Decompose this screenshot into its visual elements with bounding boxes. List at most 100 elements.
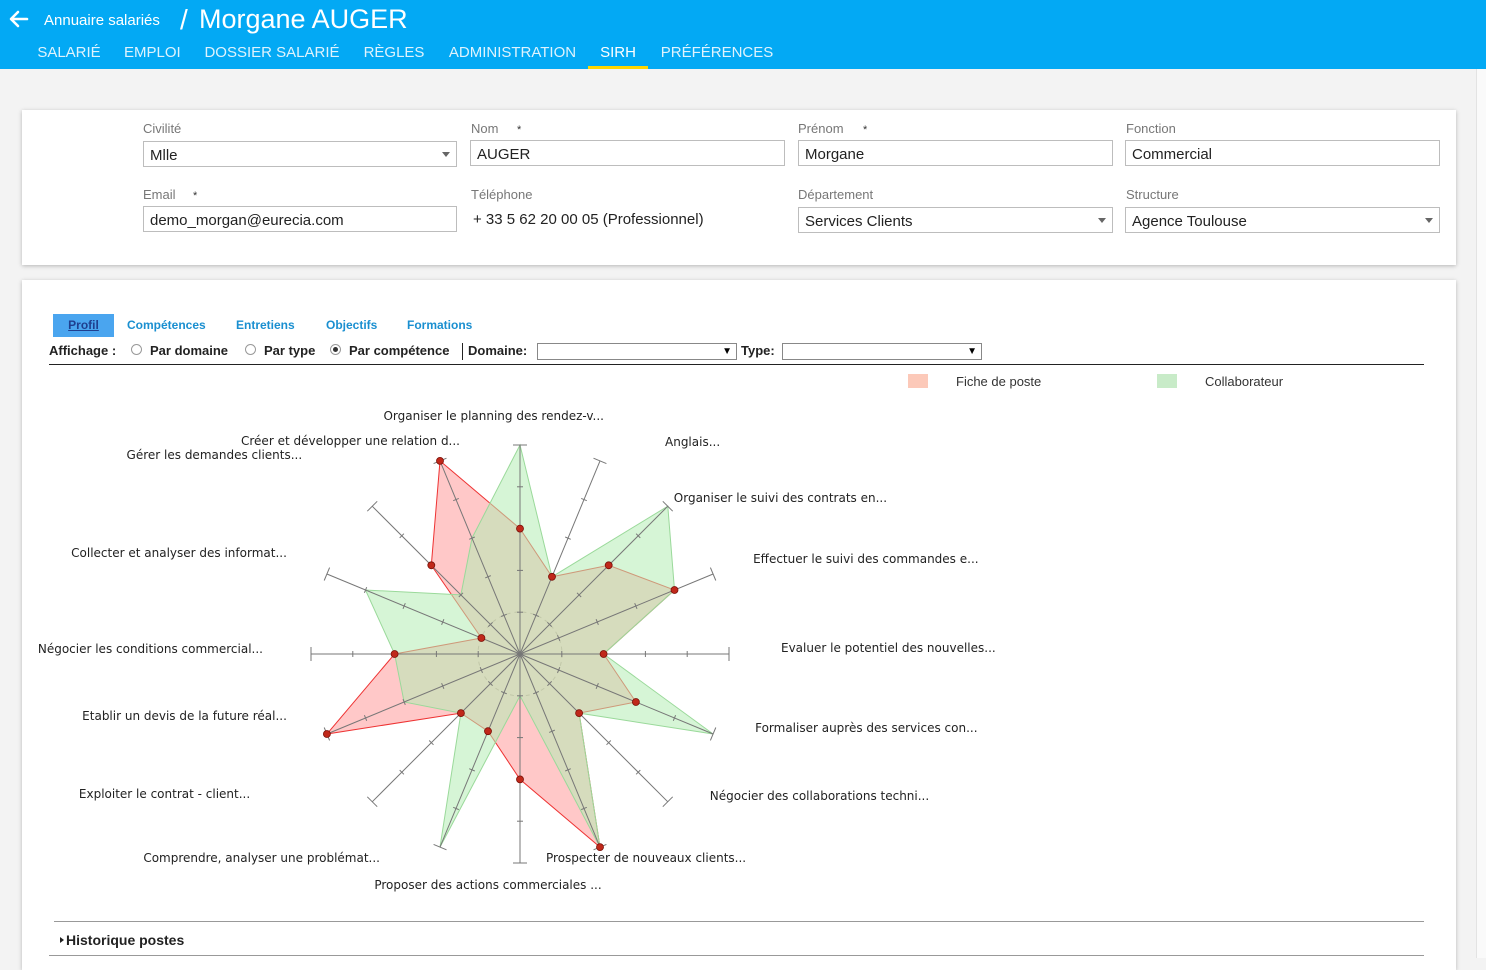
radio-par-domaine[interactable]	[131, 344, 142, 355]
radar-point	[548, 572, 556, 581]
par-competence-label: Par compétence	[349, 343, 450, 358]
history-bottom-line	[49, 955, 1424, 956]
radar-axis-tick	[363, 715, 368, 721]
prenom-value: Morgane	[805, 146, 865, 163]
radio-par-type[interactable]	[245, 344, 256, 355]
legend-swatch-fiche	[908, 374, 928, 388]
expand-caret-icon[interactable]	[60, 937, 64, 943]
email-value: demo_morgan@eurecia.com	[150, 212, 344, 229]
dropdown-arrow-icon: ▼	[722, 346, 732, 357]
radar-axis-tick	[323, 567, 331, 581]
radar-axis-label: Négocier les conditions commercial...	[38, 642, 263, 656]
app-header: Annuaire salariés / Morgane AUGER SALARI…	[0, 0, 1486, 69]
radar-axis-tick	[672, 715, 677, 721]
scrollbar-track[interactable]	[1476, 69, 1486, 958]
back-arrow-icon[interactable]	[8, 6, 30, 32]
subtab-competences[interactable]: Compétences	[127, 318, 206, 332]
radar-axis-tick	[606, 740, 612, 746]
radar-axis-tick	[709, 727, 717, 741]
subtab-objectifs[interactable]: Objectifs	[326, 318, 378, 332]
nom-field[interactable]: AUGER	[470, 140, 785, 166]
radar-axis-line	[326, 573, 521, 655]
radar-axis-tick	[487, 681, 493, 687]
nom-label: Nom	[471, 121, 499, 136]
radar-axis-label: Organiser le suivi des contrats en...	[674, 491, 887, 505]
fonction-label: Fonction	[1126, 121, 1176, 136]
radar-axis-tick	[557, 635, 561, 641]
chevron-down-icon	[442, 152, 450, 157]
tab-emploi[interactable]: EMPLOI	[124, 44, 181, 61]
tab-administration[interactable]: ADMINISTRATION	[448, 44, 577, 61]
radar-axis-tick	[469, 536, 475, 540]
historique-postes-toggle[interactable]: Historique postes	[66, 932, 185, 948]
radar-axis-tick	[634, 603, 638, 609]
subtab-formations[interactable]: Formations	[407, 318, 473, 332]
legend-collaborateur-label: Collaborateur	[1205, 374, 1284, 389]
radar-point	[670, 586, 679, 594]
radar-axis-line	[519, 505, 669, 655]
radar-axis-tick	[533, 691, 539, 695]
radar-axis-tick	[635, 533, 641, 539]
tab-sirh[interactable]: SIRH	[588, 44, 648, 69]
radar-axis-line	[519, 460, 601, 655]
telephone-label: Téléphone	[471, 187, 533, 202]
filter-underline	[49, 364, 1424, 365]
radar-axis-tick	[441, 683, 445, 689]
radar-point	[427, 561, 436, 570]
radar-axis-line	[519, 653, 714, 735]
tab-dossier-salarie[interactable]: DOSSIER SALARIÉ	[204, 44, 340, 61]
fonction-value: Commercial	[1132, 146, 1213, 163]
email-required-mark: *	[193, 190, 198, 202]
radar-axis-tick	[399, 533, 405, 539]
radar-point	[436, 456, 444, 465]
type-label: Type:	[741, 343, 775, 358]
breadcrumb-separator: /	[180, 4, 188, 35]
subtab-entretiens[interactable]: Entretiens	[236, 318, 295, 332]
breadcrumb-annuaire[interactable]: Annuaire salariés	[44, 12, 160, 29]
structure-label: Structure	[1126, 187, 1179, 202]
civilite-select[interactable]: Mlle	[143, 141, 457, 167]
email-field[interactable]: demo_morgan@eurecia.com	[143, 206, 457, 232]
tab-salarie[interactable]: SALARIÉ	[37, 44, 101, 61]
radar-point	[575, 709, 583, 717]
radar-point	[322, 730, 331, 738]
history-divider	[54, 921, 1424, 922]
radar-axis-label: Etablir un devis de la future réal...	[82, 709, 287, 723]
radar-axis-tick	[565, 768, 571, 772]
subtab-profil[interactable]: Profil	[53, 314, 114, 337]
fonction-field[interactable]: Commercial	[1125, 140, 1440, 166]
radar-point	[390, 650, 399, 658]
radar-axis-line	[519, 653, 669, 803]
radar-axis-line	[371, 505, 521, 655]
radar-axis-label: Gérer les demandes clients...	[127, 448, 303, 462]
departement-select[interactable]: Services Clients	[798, 207, 1113, 233]
radar-axis-tick	[433, 843, 447, 851]
radar-axis-tick	[428, 740, 434, 746]
tab-preferences[interactable]: PRÉFÉRENCES	[660, 44, 774, 61]
telephone-value: + 33 5 62 20 00 05 (Professionnel)	[473, 211, 704, 228]
domaine-select[interactable]: ▼	[537, 343, 737, 360]
radar-axis-tick	[366, 500, 378, 512]
dropdown-arrow-icon: ▼	[967, 346, 977, 357]
radar-axis-tick	[581, 806, 587, 811]
radar-axis-label: Créer et développer une relation d...	[241, 434, 460, 448]
radar-axis-tick	[533, 613, 539, 617]
radar-axis-tick	[576, 592, 582, 598]
civilite-label: Civilité	[143, 121, 182, 136]
departement-label: Département	[798, 187, 874, 202]
radar-axis-label: Formaliser auprès des services con...	[755, 721, 977, 735]
type-select[interactable]: ▼	[782, 343, 982, 360]
radar-axis-tick	[547, 681, 553, 687]
prenom-required-mark: *	[863, 124, 868, 136]
radar-axis-line	[439, 460, 521, 655]
tab-regles[interactable]: RÈGLES	[363, 44, 425, 61]
radar-axis-tick	[595, 619, 599, 625]
nom-value: AUGER	[477, 146, 531, 163]
radar-point	[456, 709, 465, 717]
radio-par-competence[interactable]	[330, 344, 341, 355]
structure-select[interactable]: Agence Toulouse	[1125, 207, 1440, 233]
prenom-field[interactable]: Morgane	[798, 140, 1113, 166]
radar-axis-line	[371, 653, 521, 803]
radar-axis-label: Evaluer le potentiel des nouvelles...	[781, 641, 996, 655]
identity-card	[22, 110, 1456, 265]
